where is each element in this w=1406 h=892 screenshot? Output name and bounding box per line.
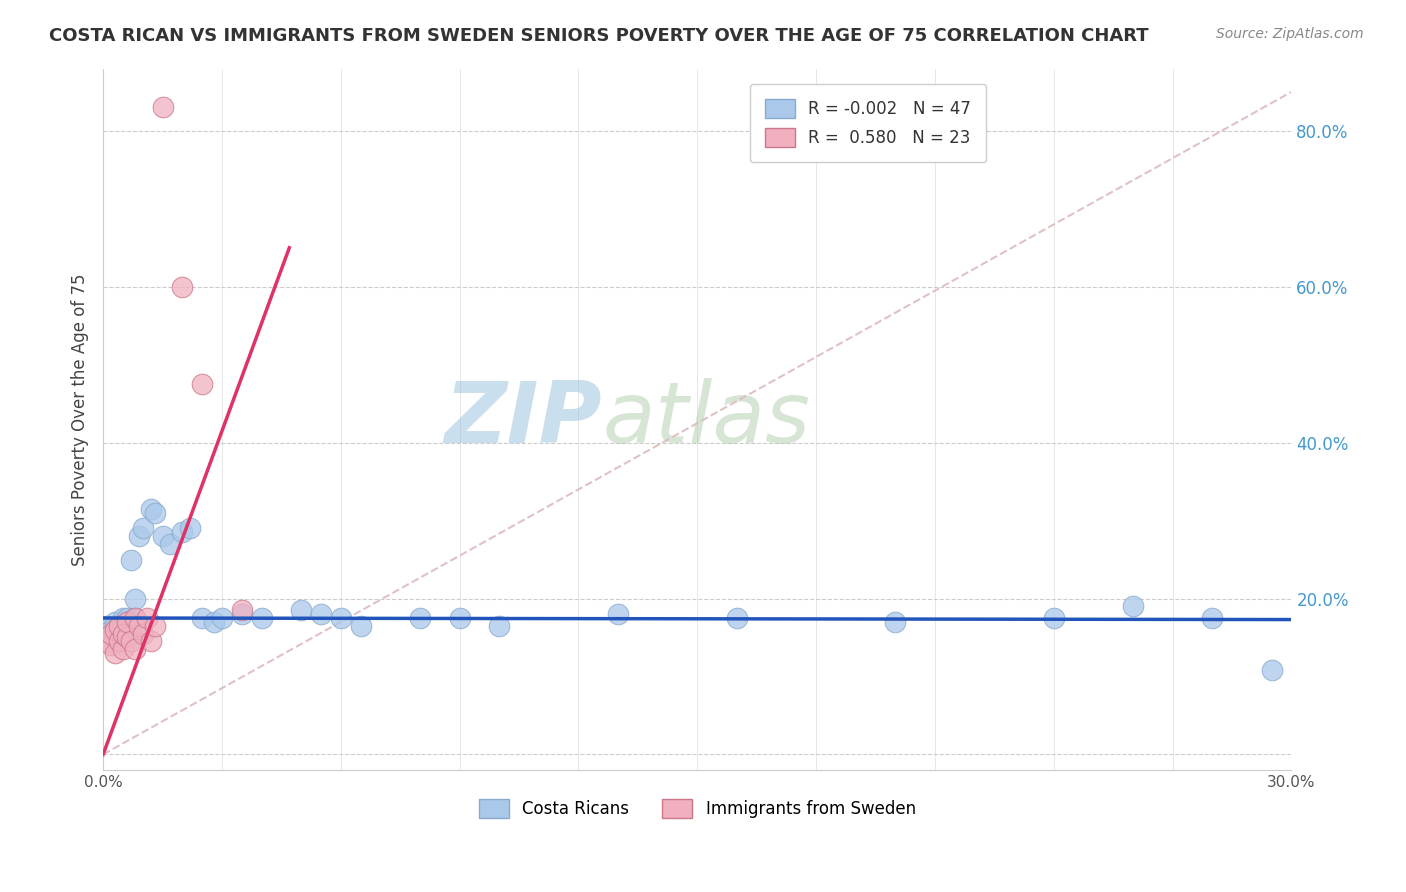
- Point: [104, 623, 127, 637]
- Point: [111, 631, 134, 645]
- Point: [139, 634, 162, 648]
- Point: [152, 529, 174, 543]
- Point: [179, 521, 201, 535]
- Point: [159, 537, 181, 551]
- Point: [231, 607, 253, 621]
- Point: [108, 634, 131, 648]
- Point: [124, 611, 146, 625]
- Point: [409, 611, 432, 625]
- Point: [449, 611, 471, 625]
- Point: [143, 506, 166, 520]
- Point: [115, 611, 138, 625]
- Point: [1260, 663, 1282, 677]
- Point: [132, 626, 155, 640]
- Point: [124, 642, 146, 657]
- Point: [120, 634, 142, 648]
- Point: [108, 619, 131, 633]
- Point: [211, 611, 233, 625]
- Point: [111, 615, 134, 629]
- Text: ZIP: ZIP: [444, 377, 602, 461]
- Point: [104, 615, 127, 629]
- Point: [135, 611, 157, 625]
- Point: [115, 631, 138, 645]
- Point: [120, 626, 142, 640]
- Point: [128, 619, 150, 633]
- Point: [329, 611, 352, 625]
- Point: [191, 377, 214, 392]
- Point: [100, 626, 122, 640]
- Point: [139, 502, 162, 516]
- Point: [104, 646, 127, 660]
- Text: COSTA RICAN VS IMMIGRANTS FROM SWEDEN SENIORS POVERTY OVER THE AGE OF 75 CORRELA: COSTA RICAN VS IMMIGRANTS FROM SWEDEN SE…: [49, 27, 1149, 45]
- Point: [108, 634, 131, 648]
- Point: [115, 626, 138, 640]
- Point: [120, 552, 142, 566]
- Point: [104, 623, 127, 637]
- Point: [111, 626, 134, 640]
- Point: [100, 638, 122, 652]
- Point: [100, 623, 122, 637]
- Point: [104, 631, 127, 645]
- Point: [1122, 599, 1144, 614]
- Point: [202, 615, 225, 629]
- Point: [124, 591, 146, 606]
- Point: [100, 626, 122, 640]
- Point: [96, 634, 118, 648]
- Point: [488, 619, 510, 633]
- Point: [115, 619, 138, 633]
- Text: atlas: atlas: [602, 377, 810, 461]
- Text: Source: ZipAtlas.com: Source: ZipAtlas.com: [1216, 27, 1364, 41]
- Point: [607, 607, 630, 621]
- Point: [96, 619, 118, 633]
- Point: [108, 626, 131, 640]
- Point: [349, 619, 371, 633]
- Legend: Costa Ricans, Immigrants from Sweden: Costa Ricans, Immigrants from Sweden: [472, 792, 922, 825]
- Point: [290, 603, 312, 617]
- Point: [172, 279, 194, 293]
- Point: [309, 607, 332, 621]
- Point: [111, 623, 134, 637]
- Point: [250, 611, 273, 625]
- Point: [152, 101, 174, 115]
- Point: [1201, 611, 1223, 625]
- Point: [128, 529, 150, 543]
- Point: [191, 611, 214, 625]
- Point: [111, 642, 134, 657]
- Point: [884, 615, 907, 629]
- Point: [231, 603, 253, 617]
- Point: [132, 521, 155, 535]
- Point: [108, 619, 131, 633]
- Point: [111, 611, 134, 625]
- Point: [143, 619, 166, 633]
- Point: [1042, 611, 1064, 625]
- Point: [172, 525, 194, 540]
- Y-axis label: Seniors Poverty Over the Age of 75: Seniors Poverty Over the Age of 75: [72, 273, 89, 566]
- Point: [124, 611, 146, 625]
- Point: [725, 611, 748, 625]
- Point: [115, 615, 138, 629]
